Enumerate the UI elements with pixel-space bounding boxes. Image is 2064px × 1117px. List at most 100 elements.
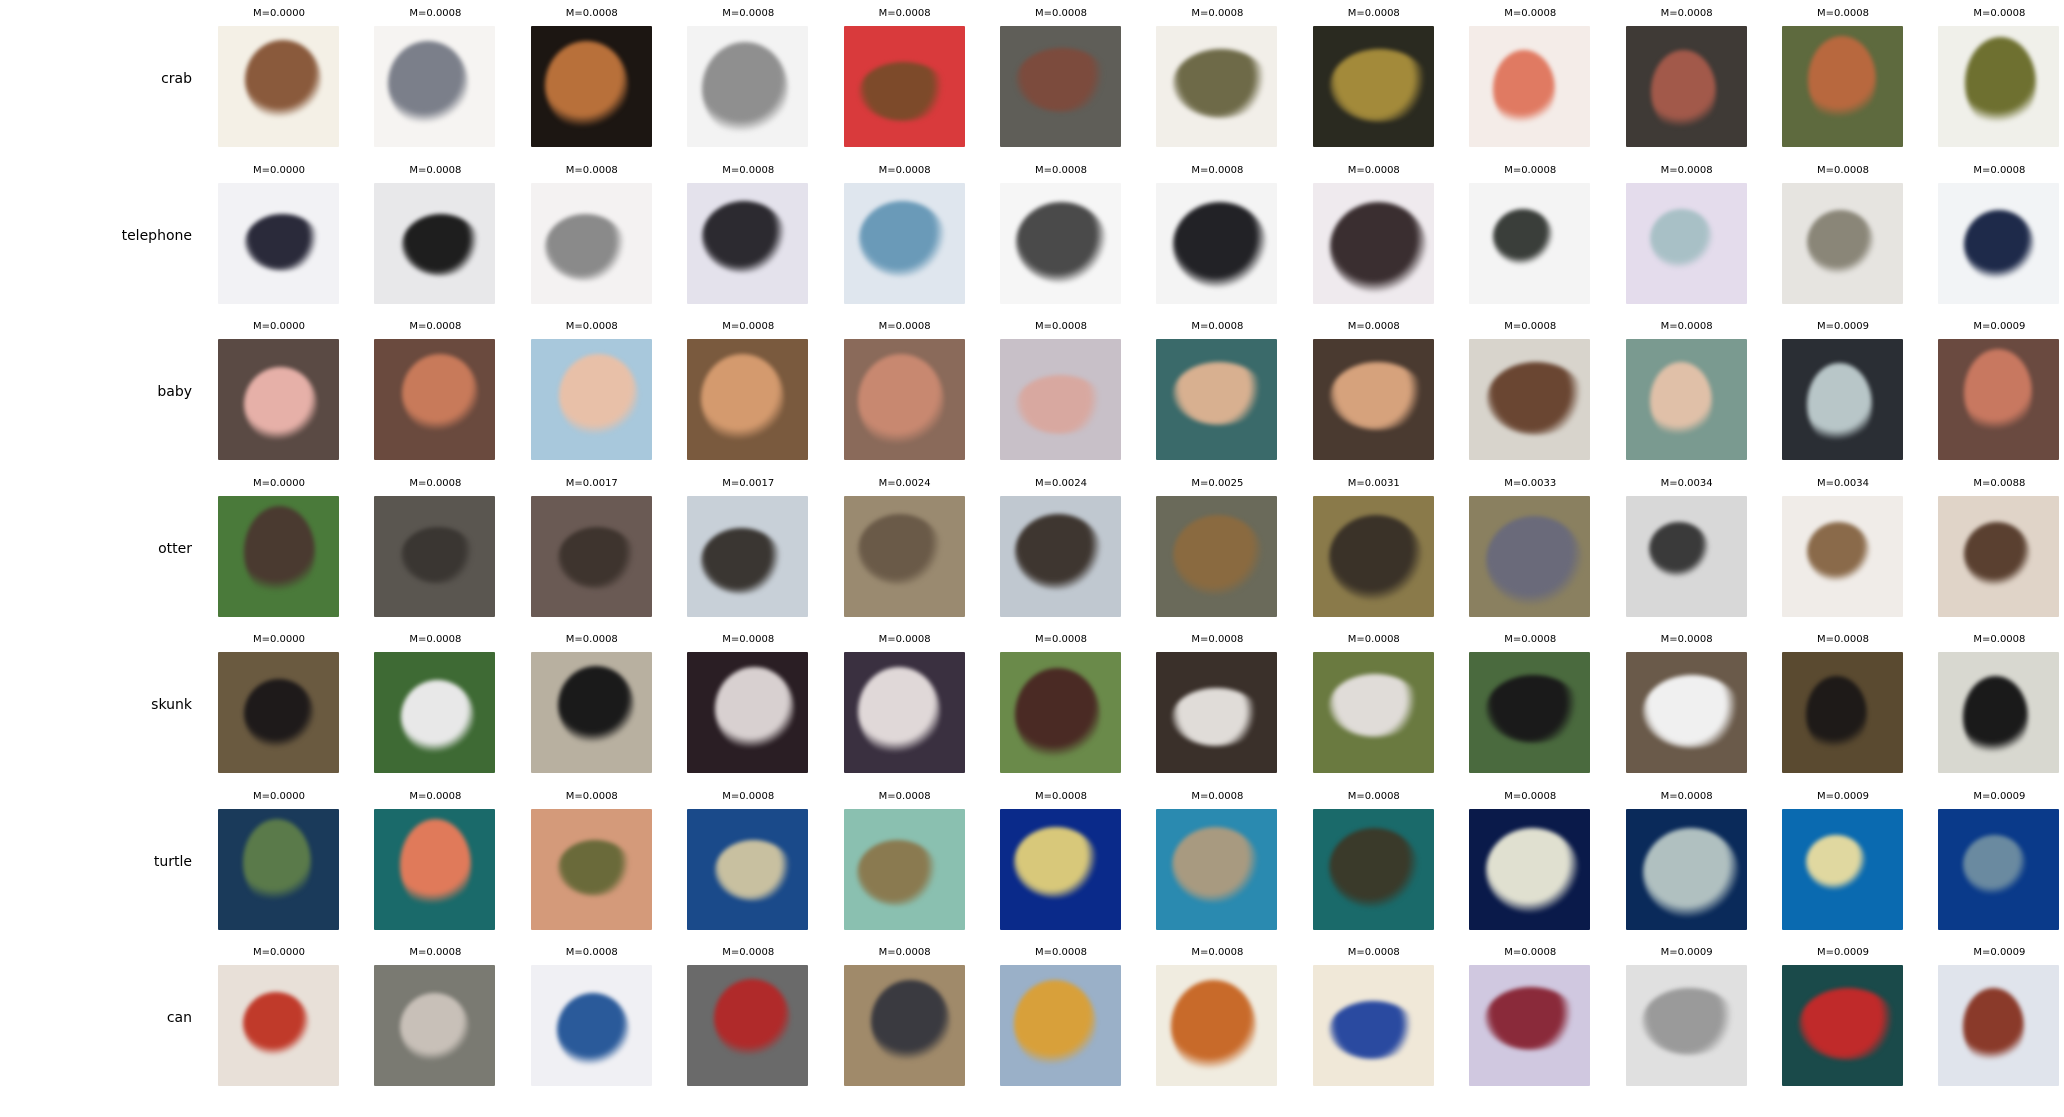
image-cell: M=0.0008 <box>530 785 653 941</box>
image-cell: M=0.0008 <box>1312 2 1435 158</box>
image-subject <box>1964 209 2035 280</box>
distance-caption: M=0.0008 <box>1191 321 1244 332</box>
image-cell: M=0.0008 <box>1625 315 1748 471</box>
image-cell: M=0.0000 <box>218 159 340 315</box>
image-cell: M=0.0009 <box>1782 785 1904 941</box>
image-cell: M=0.0017 <box>687 472 809 628</box>
image-thumbnail <box>843 495 965 617</box>
image-cell: M=0.0008 <box>843 159 966 315</box>
distance-caption: M=0.0031 <box>1347 477 1400 489</box>
distance-caption: M=0.0008 <box>1035 947 1087 958</box>
image-subject <box>1807 36 1876 125</box>
image-thumbnail <box>1312 495 1434 617</box>
image-thumbnail <box>1938 808 2060 930</box>
distance-caption: M=0.0008 <box>409 947 462 958</box>
image-subject <box>1799 988 1898 1061</box>
image-cell: M=0.0008 <box>843 941 966 1097</box>
image-subject <box>1329 514 1424 601</box>
image-cell: M=0.0008 <box>1000 628 1122 784</box>
image-thumbnail <box>218 965 339 1086</box>
image-subject <box>1485 987 1578 1051</box>
image-cell: M=0.0008 <box>374 2 496 158</box>
distance-caption: M=0.0009 <box>1817 790 1869 802</box>
image-subject <box>1015 667 1101 761</box>
image-cell: M=0.0000 <box>218 315 340 471</box>
distance-caption: M=0.0009 <box>1660 947 1713 958</box>
distance-caption: M=0.0008 <box>1035 634 1087 645</box>
image-thumbnail <box>687 808 809 930</box>
image-thumbnail <box>1782 26 1903 147</box>
distance-caption: M=0.0008 <box>1035 790 1087 802</box>
image-cell: M=0.0008 <box>687 941 809 1097</box>
image-cell: M=0.0000 <box>218 628 340 784</box>
image-subject <box>858 513 943 585</box>
image-thumbnail <box>1938 182 2060 304</box>
image-thumbnail <box>218 652 339 773</box>
image-cell: M=0.0008 <box>1782 159 1904 315</box>
image-cell: M=0.0008 <box>1312 159 1435 315</box>
image-thumbnail <box>1000 652 1121 773</box>
image-subject <box>1014 826 1099 898</box>
image-thumbnail <box>843 339 965 460</box>
row-label: skunk <box>151 697 192 713</box>
image-subject <box>1172 514 1263 596</box>
image-subject <box>387 40 468 126</box>
distance-caption: M=0.0008 <box>878 164 931 176</box>
image-thumbnail <box>1625 26 1747 147</box>
image-subject <box>871 979 951 1063</box>
distance-caption: M=0.0009 <box>1973 321 2026 332</box>
image-thumbnail <box>843 26 965 147</box>
image-subject <box>1650 49 1716 133</box>
image-thumbnail <box>1782 182 1903 304</box>
image-subject <box>1485 828 1579 914</box>
image-subject <box>1642 987 1738 1055</box>
image-subject <box>1172 202 1267 289</box>
image-thumbnail <box>1938 652 2060 773</box>
image-thumbnail <box>1156 808 1278 930</box>
image-subject <box>1806 362 1872 446</box>
image-cell: M=0.0033 <box>1469 472 1591 628</box>
image-thumbnail <box>687 339 809 460</box>
image-subject <box>557 666 634 746</box>
image-subject <box>1328 827 1419 908</box>
distance-caption: M=0.0017 <box>565 477 618 489</box>
distance-caption: M=0.0000 <box>253 947 305 958</box>
image-thumbnail <box>530 339 652 460</box>
image-cell: M=0.0031 <box>1312 472 1435 628</box>
image-subject <box>1486 515 1584 606</box>
row-label: crab <box>161 71 192 87</box>
row-label: turtle <box>153 853 192 870</box>
image-thumbnail <box>374 652 496 773</box>
distance-caption: M=0.0008 <box>1347 8 1400 19</box>
image-subject <box>557 839 632 896</box>
image-cell: M=0.0008 <box>1469 2 1591 158</box>
image-subject <box>243 818 312 906</box>
distance-caption: M=0.0008 <box>409 634 462 645</box>
image-cell: M=0.0008 <box>1312 628 1435 784</box>
image-subject <box>1330 49 1430 123</box>
distance-caption: M=0.0008 <box>1504 321 1557 332</box>
image-thumbnail <box>687 182 809 304</box>
image-subject <box>545 41 629 131</box>
image-thumbnail <box>1782 652 1903 773</box>
image-cell: M=0.0024 <box>843 472 966 628</box>
distance-caption: M=0.0008 <box>1817 8 1869 19</box>
image-subject <box>702 41 789 136</box>
distance-caption: M=0.0034 <box>1660 477 1713 489</box>
row-label: baby <box>157 384 192 400</box>
image-thumbnail <box>218 182 339 304</box>
image-cell: M=0.0008 <box>1000 941 1122 1097</box>
image-thumbnail <box>1469 26 1591 147</box>
image-cell: M=0.0008 <box>1000 159 1122 315</box>
image-subject <box>401 214 480 277</box>
distance-caption: M=0.0000 <box>253 790 305 802</box>
image-subject <box>1806 209 1874 275</box>
image-thumbnail <box>530 495 652 617</box>
row-label: can <box>166 1010 192 1026</box>
image-subject <box>1643 674 1742 748</box>
image-cell: M=0.0008 <box>1782 628 1904 784</box>
distance-caption: M=0.0008 <box>1035 164 1087 176</box>
image-subject <box>1486 362 1585 436</box>
distance-caption: M=0.0008 <box>565 947 618 958</box>
image-subject <box>1806 522 1870 583</box>
